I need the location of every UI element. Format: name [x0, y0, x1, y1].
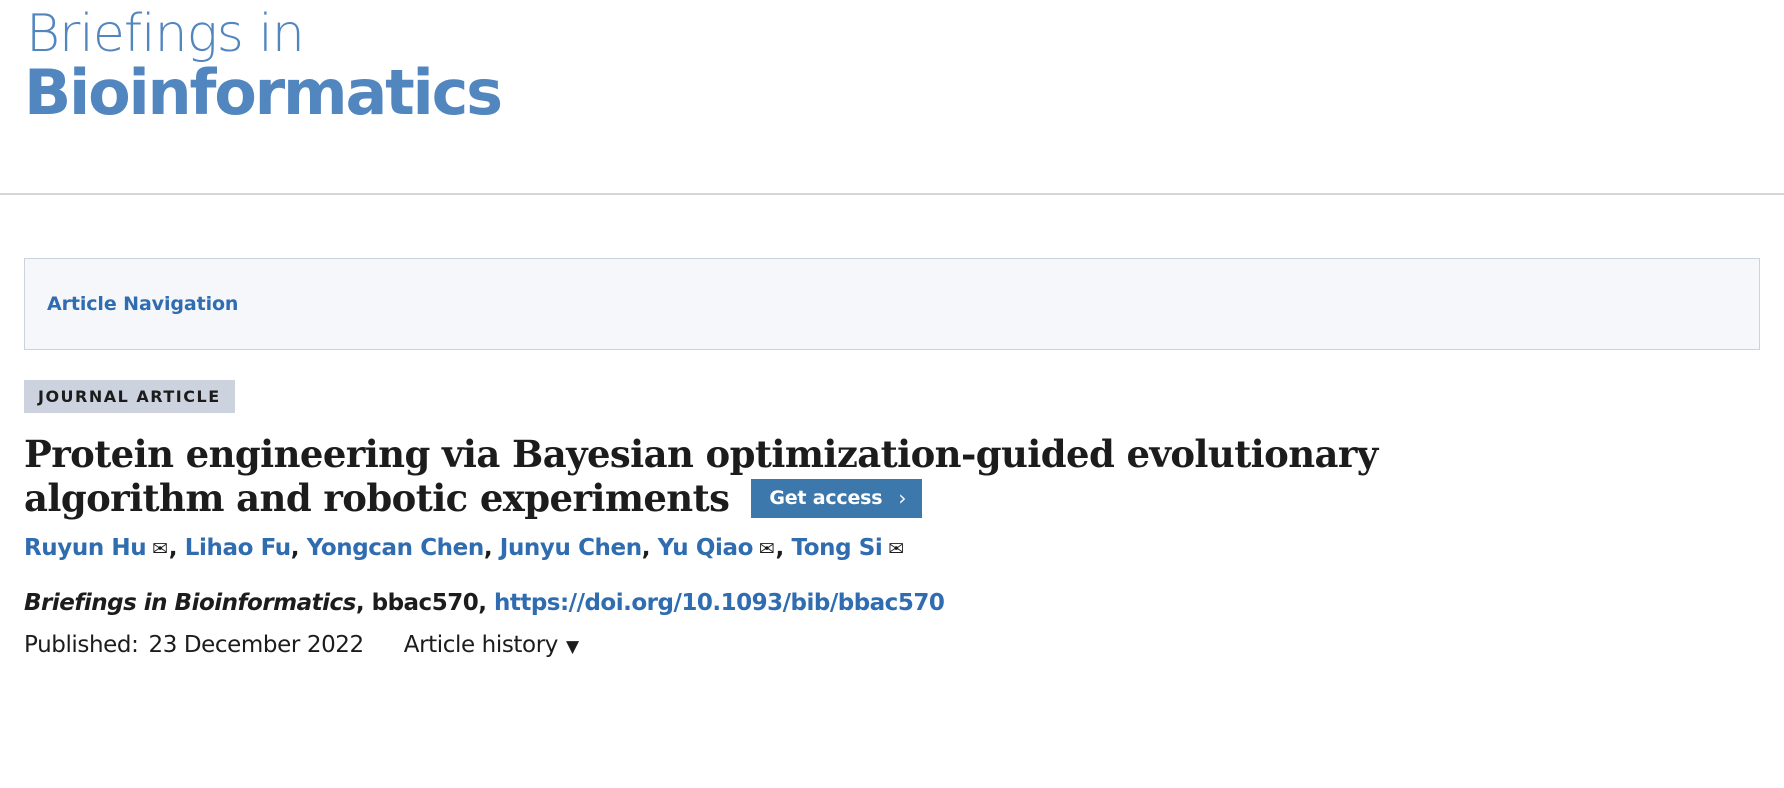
journal-logo-line-bioinformatics: Bioinformatics — [24, 56, 503, 129]
article-history-toggle[interactable]: Article history ▼ — [404, 632, 579, 658]
get-access-button[interactable]: Get access › — [751, 478, 923, 519]
page-title: Protein engineering via Bayesian optimiz… — [24, 432, 1524, 520]
author-link-yu-qiao[interactable]: Yu Qiao — [657, 535, 754, 562]
author-link-lihao-fu[interactable]: Lihao Fu — [184, 535, 291, 562]
article-content: Article Navigation JOURNAL ARTICLE Prote… — [0, 258, 1784, 658]
author-link-tong-si[interactable]: Tong Si — [791, 535, 883, 562]
author-0[interactable]: Ruyun Hu — [24, 535, 147, 562]
citation-separator-1: , — [355, 590, 372, 617]
published-line: Published: 23 December 2022 Article hist… — [24, 632, 1760, 658]
published-date: 23 December 2022 — [148, 631, 364, 658]
citation-separator-2: , — [478, 590, 494, 617]
citation-article-id: bbac570 — [371, 590, 479, 617]
envelope-icon-tong-si[interactable]: ✉ — [888, 538, 904, 561]
journal-logo-line-briefings-in: Briefings in — [26, 4, 305, 64]
author-list: Ruyun Hu ✉, Lihao Fu, Yongcan Chen, Junyu… — [24, 534, 1760, 563]
author-separator-1: , — [290, 535, 307, 562]
get-access-label: Get access — [769, 486, 883, 509]
author-link-yongcan-chen[interactable]: Yongcan Chen — [306, 535, 485, 562]
author-separator-2: , — [483, 535, 500, 562]
badge-row: JOURNAL ARTICLE — [24, 380, 1760, 413]
journal-logo[interactable]: Briefings in Bioinformatics — [24, 4, 503, 129]
article-navigation-panel[interactable]: Article Navigation — [24, 258, 1760, 350]
envelope-icon-yu-qiao[interactable]: ✉ — [759, 538, 775, 561]
published-label: Published: — [24, 631, 139, 658]
doi-link[interactable]: https://doi.org/10.1093/bib/bbac570 — [493, 590, 945, 617]
article-navigation-label[interactable]: Article Navigation — [47, 293, 239, 315]
journal-masthead: Briefings in Bioinformatics — [0, 0, 1784, 195]
citation-line: Briefings in Bioinformatics, bbac570, ht… — [24, 589, 1760, 619]
author-link-ruyun-hu[interactable]: Ruyun Hu — [24, 535, 147, 562]
author-link-junyu-chen[interactable]: Junyu Chen — [499, 535, 642, 562]
article-type-badge: JOURNAL ARTICLE — [24, 380, 235, 413]
article-history-label: Article history — [403, 631, 559, 658]
citation-journal-name: Briefings in Bioinformatics — [24, 590, 356, 617]
author-separator-0: , — [168, 535, 185, 562]
article-title-text: Protein engineering via Bayesian optimiz… — [24, 432, 1378, 520]
envelope-icon-ruyun-hu[interactable]: ✉ — [152, 538, 168, 561]
chevron-down-icon: ▼ — [565, 636, 579, 657]
author-separator-3: , — [641, 535, 658, 562]
author-separator-4: , — [775, 535, 792, 562]
chevron-right-icon: › — [898, 485, 907, 510]
